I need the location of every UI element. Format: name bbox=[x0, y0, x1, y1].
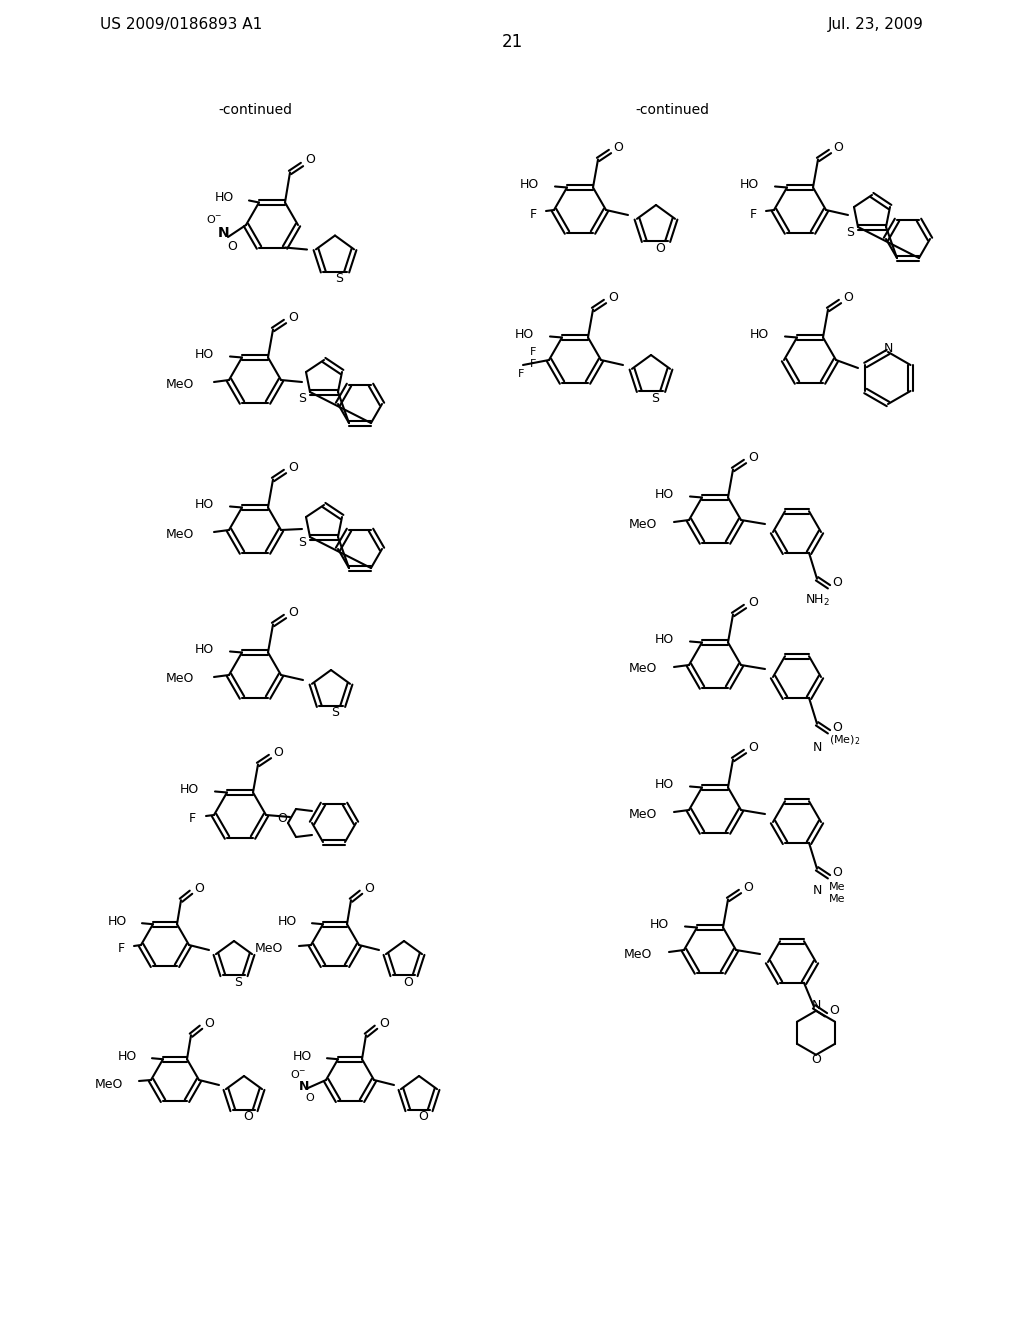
Text: O: O bbox=[829, 1005, 839, 1018]
Text: NH$_2$: NH$_2$ bbox=[805, 593, 829, 609]
Text: O: O bbox=[833, 577, 842, 589]
Text: HO: HO bbox=[739, 178, 759, 191]
Text: O: O bbox=[749, 597, 758, 609]
Text: -continued: -continued bbox=[635, 103, 709, 117]
Text: MeO: MeO bbox=[629, 517, 657, 531]
Text: MeO: MeO bbox=[629, 663, 657, 676]
Text: N: N bbox=[884, 342, 893, 355]
Text: S: S bbox=[651, 392, 659, 404]
Text: O: O bbox=[403, 975, 413, 989]
Text: -continued: -continued bbox=[218, 103, 292, 117]
Text: O: O bbox=[749, 451, 758, 465]
Text: N: N bbox=[218, 226, 229, 240]
Text: O: O bbox=[305, 1093, 314, 1104]
Text: O: O bbox=[305, 153, 315, 166]
Text: HO: HO bbox=[750, 327, 769, 341]
Text: HO: HO bbox=[108, 915, 127, 928]
Text: O: O bbox=[227, 240, 237, 253]
Text: F: F bbox=[118, 942, 125, 956]
Text: HO: HO bbox=[520, 178, 539, 191]
Text: HO: HO bbox=[654, 777, 674, 791]
Text: MeO: MeO bbox=[255, 942, 283, 956]
Text: N: N bbox=[811, 999, 820, 1012]
Text: (Me)$_2$: (Me)$_2$ bbox=[829, 733, 860, 747]
Text: HO: HO bbox=[118, 1049, 137, 1063]
Text: MeO: MeO bbox=[94, 1077, 123, 1090]
Text: HO: HO bbox=[195, 643, 214, 656]
Text: O: O bbox=[608, 290, 617, 304]
Text: HO: HO bbox=[180, 783, 199, 796]
Text: F: F bbox=[529, 207, 537, 220]
Text: S: S bbox=[298, 536, 306, 549]
Text: S: S bbox=[846, 227, 854, 239]
Text: HO: HO bbox=[515, 327, 534, 341]
Text: O: O bbox=[288, 606, 298, 619]
Text: F: F bbox=[750, 207, 757, 220]
Text: 21: 21 bbox=[502, 33, 522, 51]
Text: F: F bbox=[529, 347, 537, 356]
Text: O: O bbox=[379, 1016, 389, 1030]
Text: O: O bbox=[288, 312, 298, 323]
Text: S: S bbox=[331, 706, 339, 719]
Text: O: O bbox=[613, 141, 623, 154]
Text: O: O bbox=[833, 721, 842, 734]
Text: O$^{-}$: O$^{-}$ bbox=[206, 213, 222, 224]
Text: Me: Me bbox=[829, 894, 846, 904]
Text: S: S bbox=[298, 392, 306, 404]
Text: HO: HO bbox=[293, 1049, 312, 1063]
Text: Me: Me bbox=[829, 882, 846, 892]
Text: O: O bbox=[204, 1016, 214, 1030]
Text: N: N bbox=[299, 1080, 309, 1093]
Text: US 2009/0186893 A1: US 2009/0186893 A1 bbox=[100, 17, 262, 33]
Text: O: O bbox=[418, 1110, 428, 1123]
Text: O$^{-}$: O$^{-}$ bbox=[290, 1068, 306, 1080]
Text: F: F bbox=[188, 813, 196, 825]
Text: S: S bbox=[234, 975, 242, 989]
Text: O: O bbox=[834, 141, 843, 154]
Text: HO: HO bbox=[654, 488, 674, 502]
Text: HO: HO bbox=[278, 915, 297, 928]
Text: O: O bbox=[365, 882, 374, 895]
Text: HO: HO bbox=[195, 498, 214, 511]
Text: MeO: MeO bbox=[166, 378, 194, 391]
Text: S: S bbox=[335, 272, 343, 285]
Text: F: F bbox=[518, 370, 524, 379]
Text: N: N bbox=[812, 742, 821, 754]
Text: MeO: MeO bbox=[629, 808, 657, 821]
Text: O: O bbox=[655, 243, 665, 256]
Text: MeO: MeO bbox=[166, 528, 194, 540]
Text: HO: HO bbox=[195, 348, 214, 360]
Text: HO: HO bbox=[215, 191, 234, 205]
Text: O: O bbox=[811, 1053, 821, 1067]
Text: O: O bbox=[273, 746, 283, 759]
Text: O: O bbox=[749, 741, 758, 754]
Text: O: O bbox=[278, 813, 287, 825]
Text: MeO: MeO bbox=[166, 672, 194, 685]
Text: HO: HO bbox=[650, 917, 669, 931]
Text: O: O bbox=[743, 880, 753, 894]
Text: O: O bbox=[843, 290, 853, 304]
Text: O: O bbox=[195, 882, 204, 895]
Text: O: O bbox=[288, 461, 298, 474]
Text: F: F bbox=[529, 359, 537, 370]
Text: MeO: MeO bbox=[624, 948, 652, 961]
Text: Jul. 23, 2009: Jul. 23, 2009 bbox=[828, 17, 924, 33]
Text: O: O bbox=[243, 1110, 253, 1123]
Text: N: N bbox=[812, 884, 821, 898]
Text: O: O bbox=[833, 866, 842, 879]
Text: HO: HO bbox=[654, 634, 674, 645]
